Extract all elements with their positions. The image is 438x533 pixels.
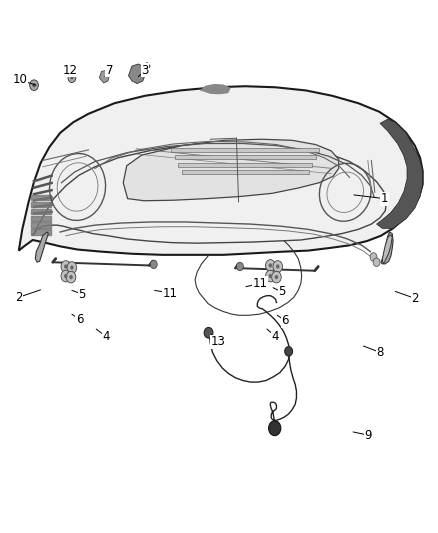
Text: 5: 5 <box>279 286 286 298</box>
Polygon shape <box>382 235 392 264</box>
Circle shape <box>275 275 278 279</box>
Text: 10: 10 <box>12 74 27 86</box>
Circle shape <box>285 346 293 356</box>
Polygon shape <box>182 170 309 174</box>
Text: 2: 2 <box>411 292 419 305</box>
Text: 9: 9 <box>364 429 371 442</box>
Polygon shape <box>377 119 423 228</box>
Polygon shape <box>381 232 393 264</box>
Circle shape <box>64 274 67 278</box>
Text: 6: 6 <box>281 314 289 327</box>
Polygon shape <box>19 86 423 255</box>
Circle shape <box>370 253 377 261</box>
Circle shape <box>273 261 283 272</box>
Circle shape <box>373 258 380 266</box>
Circle shape <box>69 275 73 279</box>
Polygon shape <box>35 232 48 262</box>
Text: 8: 8 <box>376 346 384 359</box>
Polygon shape <box>178 163 312 167</box>
Polygon shape <box>128 64 146 84</box>
Circle shape <box>204 327 213 338</box>
Circle shape <box>70 265 74 270</box>
Text: 3: 3 <box>141 64 148 77</box>
Text: 2: 2 <box>15 291 22 304</box>
Circle shape <box>268 263 272 268</box>
Circle shape <box>272 271 281 283</box>
Circle shape <box>150 260 157 269</box>
Text: 4: 4 <box>102 330 110 343</box>
Circle shape <box>64 264 67 269</box>
Circle shape <box>30 80 39 91</box>
Polygon shape <box>171 148 319 152</box>
Text: 4: 4 <box>272 330 279 343</box>
Circle shape <box>61 261 71 272</box>
Circle shape <box>265 260 275 271</box>
Polygon shape <box>123 139 339 201</box>
Circle shape <box>68 73 76 83</box>
Circle shape <box>268 421 281 435</box>
Circle shape <box>268 274 272 278</box>
Polygon shape <box>175 155 316 159</box>
Circle shape <box>276 264 279 269</box>
Circle shape <box>32 83 36 87</box>
Polygon shape <box>201 85 230 94</box>
Text: 6: 6 <box>76 313 84 326</box>
Text: 13: 13 <box>211 335 226 348</box>
Circle shape <box>61 270 71 282</box>
Text: 12: 12 <box>63 64 78 77</box>
Circle shape <box>265 270 275 282</box>
Text: 11: 11 <box>163 287 178 300</box>
Polygon shape <box>99 70 110 83</box>
Circle shape <box>71 76 73 79</box>
Circle shape <box>67 262 77 273</box>
Text: 5: 5 <box>78 288 85 301</box>
Text: 1: 1 <box>381 192 388 205</box>
Polygon shape <box>141 62 150 70</box>
Circle shape <box>237 262 244 271</box>
Text: 11: 11 <box>253 277 268 290</box>
Circle shape <box>66 271 76 283</box>
Text: 7: 7 <box>106 64 113 77</box>
